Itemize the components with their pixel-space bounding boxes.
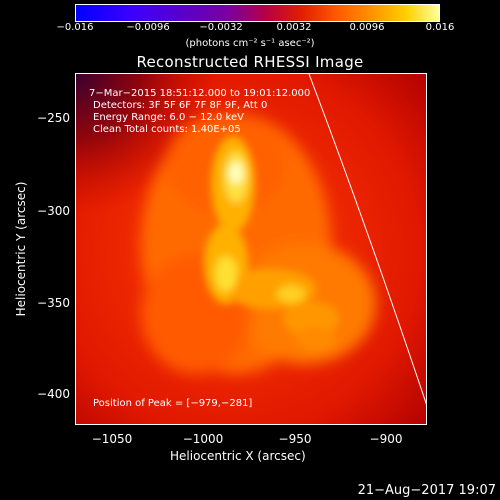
plot-title: Reconstructed RHESSI Image <box>136 53 364 71</box>
x-axis-label: Heliocentric X (arcsec) <box>170 449 306 463</box>
annotation-energy: Energy Range: 6.0 − 12.0 keV <box>93 112 244 123</box>
annotation-method: Clean Total counts: 1.40E+05 <box>93 124 241 135</box>
peak-position: Position of Peak = [−979,−281] <box>93 398 253 409</box>
y-tick-label: −400 <box>37 387 70 401</box>
y-axis-label: Heliocentric Y (arcsec) <box>14 181 28 317</box>
colorbar-tick: −0.0032 <box>199 22 243 33</box>
annotation-time: 7−Mar−2015 18:51:12.000 to 19:01:12.000 <box>89 88 311 99</box>
y-tick-label: −250 <box>37 111 70 125</box>
x-tick-label: −1050 <box>91 432 133 446</box>
x-tick-label: −900 <box>369 432 403 446</box>
colorbar-tick: 0.0032 <box>276 22 312 33</box>
colorbar-tick: 0.016 <box>425 22 455 33</box>
colorbar-tick: −0.016 <box>56 22 94 33</box>
y-tick-label: −300 <box>37 204 70 218</box>
image-panel <box>75 73 427 425</box>
emission-core <box>204 136 339 351</box>
x-tick-label: −950 <box>278 432 312 446</box>
rhessi-image <box>76 74 426 424</box>
colorbar-tick: 0.0096 <box>349 22 385 33</box>
solar-limb <box>308 74 426 405</box>
colorbar-tick: −0.0096 <box>126 22 170 33</box>
colorbar-unit: (photons cm⁻² s⁻¹ asec⁻²) <box>185 38 315 49</box>
y-tick-label: −350 <box>37 296 70 310</box>
x-tick-label: −1000 <box>182 432 224 446</box>
annotation-detectors: Detectors: 3F 5F 6F 7F 8F 9F, Att 0 <box>93 100 268 111</box>
plot-datestamp: 21−Aug−2017 19:07 <box>357 483 496 498</box>
colorbar <box>75 4 440 22</box>
